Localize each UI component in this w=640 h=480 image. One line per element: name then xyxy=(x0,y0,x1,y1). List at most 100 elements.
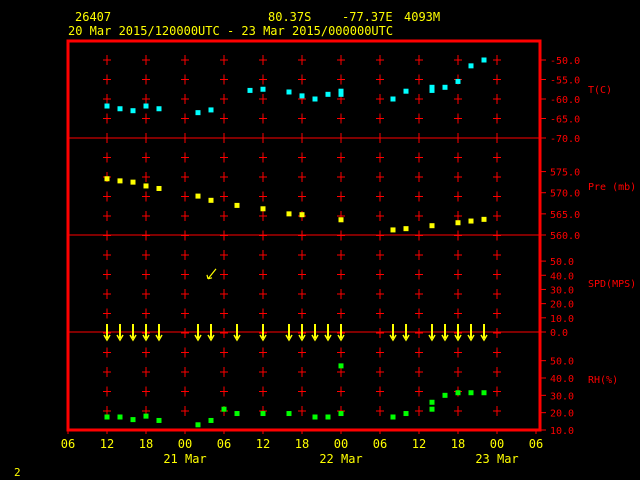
y-tick-label: 40.0 xyxy=(550,271,574,282)
data-point-pressure xyxy=(481,216,487,222)
wind-arrow-head xyxy=(207,334,215,342)
y-tick-label: 20.0 xyxy=(550,300,574,311)
y-tick-label: 20.0 xyxy=(550,409,574,420)
data-point-rh xyxy=(390,414,396,420)
wind-arrow-head xyxy=(103,334,111,342)
wind-arrow-head xyxy=(194,334,202,342)
y-tick-label: 10.0 xyxy=(550,426,574,437)
x-tick-label: 06 xyxy=(61,437,75,451)
data-point-rh xyxy=(195,422,201,428)
data-point-temperature xyxy=(338,88,344,94)
data-point-rh xyxy=(442,392,448,398)
y-tick-label: -60.0 xyxy=(550,95,580,106)
y-tick-label: 30.0 xyxy=(550,391,574,402)
data-point-rh xyxy=(429,399,435,405)
data-point-temperature xyxy=(403,88,409,94)
data-point-pressure xyxy=(403,226,409,232)
x-tick-label: 00 xyxy=(178,437,192,451)
data-point-pressure xyxy=(234,202,240,208)
data-point-pressure xyxy=(286,211,292,217)
panel-label-temperature: T(C) xyxy=(588,85,612,96)
wind-arrow-head xyxy=(389,334,397,342)
x-tick-label: 12 xyxy=(412,437,426,451)
data-point-rh xyxy=(117,414,123,420)
wind-arrow-head xyxy=(142,334,150,342)
data-point-temperature xyxy=(325,91,331,97)
x-tick-label: 06 xyxy=(529,437,543,451)
panel-label-rh: RH(%) xyxy=(588,375,618,386)
y-tick-label: 30.0 xyxy=(550,285,574,296)
x-tick-label: 06 xyxy=(217,437,231,451)
y-tick-label: -65.0 xyxy=(550,115,580,126)
data-point-pressure xyxy=(156,185,162,191)
wind-arrow-head xyxy=(285,334,293,342)
data-point-rh xyxy=(260,411,266,417)
wind-arrow-head xyxy=(155,334,163,342)
station-lon: -77.37E xyxy=(342,10,393,24)
wind-arrow-head xyxy=(129,334,137,342)
data-point-temperature xyxy=(247,87,253,93)
data-point-temperature xyxy=(195,110,201,116)
data-point-pressure xyxy=(143,183,149,189)
wind-arrow-head xyxy=(337,334,345,342)
y-tick-label: 575.0 xyxy=(550,168,580,179)
data-point-rh xyxy=(481,390,487,396)
data-point-temperature xyxy=(208,107,214,113)
wind-arrow-head xyxy=(311,334,319,342)
data-point-pressure xyxy=(208,197,214,203)
wind-arrow-head xyxy=(259,334,267,342)
data-point-temperature xyxy=(260,86,266,92)
x-tick-label: 00 xyxy=(334,437,348,451)
wind-arrow-head xyxy=(480,334,488,342)
station-lat: 80.37S xyxy=(268,10,311,24)
page-number: 2 xyxy=(14,466,21,479)
data-point-temperature xyxy=(312,96,318,102)
x-tick-label: 00 xyxy=(490,437,504,451)
data-point-rh xyxy=(286,411,292,417)
data-point-rh xyxy=(156,417,162,423)
data-point-pressure xyxy=(299,212,305,218)
station-id: 26407 xyxy=(75,10,111,24)
x-tick-label: 18 xyxy=(451,437,465,451)
y-tick-label: -50.0 xyxy=(550,56,580,67)
data-point-pressure xyxy=(117,178,123,184)
wind-arrow-head xyxy=(441,334,449,342)
data-point-temperature xyxy=(286,89,292,95)
y-tick-label: -55.0 xyxy=(550,76,580,87)
data-point-rh xyxy=(429,406,435,412)
data-point-rh xyxy=(312,414,318,420)
data-point-pressure xyxy=(195,193,201,199)
data-point-rh xyxy=(338,363,344,369)
data-point-pressure xyxy=(390,227,396,233)
data-point-rh xyxy=(221,406,227,412)
wind-arrow-head xyxy=(116,334,124,342)
data-point-pressure xyxy=(260,206,266,212)
y-tick-label: 50.0 xyxy=(550,357,574,368)
data-point-rh xyxy=(338,411,344,417)
data-point-pressure xyxy=(130,179,136,185)
data-point-temperature xyxy=(130,108,136,114)
data-point-temperature xyxy=(468,63,474,69)
data-point-temperature xyxy=(156,106,162,112)
wind-arrow-head xyxy=(233,334,241,342)
data-point-temperature xyxy=(143,103,149,109)
wind-arrow-head xyxy=(402,334,410,342)
data-point-rh xyxy=(325,414,331,420)
data-point-pressure xyxy=(455,220,461,226)
y-tick-label: 10.0 xyxy=(550,314,574,325)
data-point-rh xyxy=(468,390,474,396)
x-tick-label: 12 xyxy=(100,437,114,451)
y-tick-label: 50.0 xyxy=(550,257,574,268)
data-point-pressure xyxy=(338,217,344,223)
data-point-temperature xyxy=(442,84,448,90)
data-point-rh xyxy=(208,417,214,423)
data-point-pressure xyxy=(429,223,435,229)
y-tick-label: 560.0 xyxy=(550,231,580,242)
data-point-temperature xyxy=(299,93,305,99)
plot-area: -50.0 -55.0 -60.0 -65.0 -70.0 T(C) 575.0 570.0 5… xyxy=(61,39,636,466)
x-tick-label: 06 xyxy=(373,437,387,451)
data-point-rh xyxy=(403,411,409,417)
data-point-temperature xyxy=(117,106,123,112)
station-elev: 4093M xyxy=(404,10,440,24)
